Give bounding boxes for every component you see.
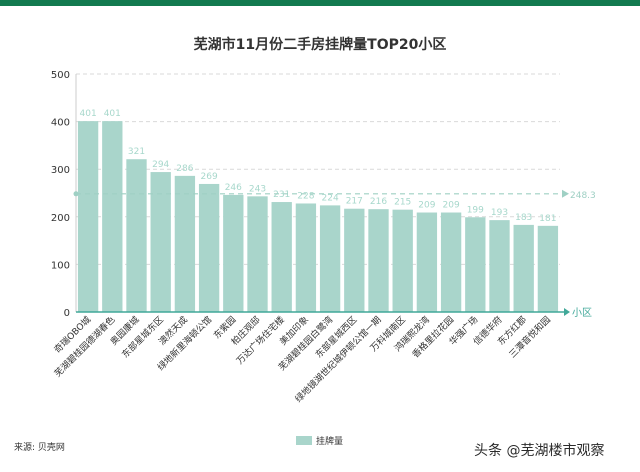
average-start-marker bbox=[73, 191, 79, 197]
legend[interactable]: 挂牌量 bbox=[296, 434, 343, 447]
bar bbox=[489, 220, 510, 312]
average-line: 248.3 bbox=[73, 189, 596, 201]
data-label: 217 bbox=[346, 197, 363, 207]
data-label: 321 bbox=[128, 147, 145, 157]
bar bbox=[440, 212, 462, 312]
bar bbox=[513, 224, 534, 312]
data-label: 209 bbox=[418, 201, 435, 211]
grid-lines bbox=[76, 73, 560, 265]
data-label: 181 bbox=[539, 214, 556, 224]
data-label: 294 bbox=[152, 160, 169, 170]
y-tick-label: 200 bbox=[51, 213, 70, 224]
x-axis: 小区奇瑞OBO城芜湖碧桂园德湖春色奥园康城东部星城东区澳然天成绿地新里海顿公馆东… bbox=[51, 307, 592, 405]
data-label: 193 bbox=[491, 208, 508, 218]
y-axis: 0 100 200 300 400 500 bbox=[51, 70, 77, 319]
bar bbox=[392, 209, 413, 312]
average-arrow bbox=[562, 189, 569, 198]
y-tick-label: 100 bbox=[51, 260, 70, 271]
watermark: 头条 @芜湖楼市观察 bbox=[474, 443, 605, 459]
legend-label: 挂牌量 bbox=[316, 437, 344, 447]
data-label: 269 bbox=[201, 172, 218, 182]
data-label: 286 bbox=[176, 164, 193, 174]
data-label: 246 bbox=[225, 183, 242, 193]
bar bbox=[344, 208, 365, 312]
average-label: 248.3 bbox=[570, 191, 596, 201]
chart-title: 芜湖市11月份二手房挂牌量TOP20小区 bbox=[193, 37, 447, 53]
y-tick-label: 500 bbox=[51, 70, 70, 81]
bar bbox=[102, 121, 123, 313]
y-tick-label: 300 bbox=[51, 165, 70, 176]
bar bbox=[198, 183, 220, 312]
bar bbox=[174, 175, 196, 312]
data-label: 401 bbox=[104, 109, 121, 119]
top-accent-bar bbox=[0, 0, 640, 6]
legend-swatch bbox=[296, 436, 312, 445]
bar bbox=[416, 212, 438, 312]
data-label: 228 bbox=[297, 191, 314, 201]
x-axis-arrow bbox=[564, 308, 570, 316]
data-label: 224 bbox=[322, 193, 339, 203]
x-axis-label: 小区 bbox=[572, 307, 592, 319]
data-label: 183 bbox=[515, 213, 532, 223]
data-label: 215 bbox=[394, 198, 411, 208]
bar bbox=[223, 194, 244, 312]
bar bbox=[537, 225, 559, 312]
data-label: 216 bbox=[370, 197, 387, 207]
data-label: 199 bbox=[467, 205, 484, 215]
bar bbox=[271, 202, 292, 312]
bar bbox=[126, 159, 147, 312]
bar bbox=[77, 121, 99, 313]
bar bbox=[295, 203, 317, 312]
data-label: 401 bbox=[80, 109, 97, 119]
bars: 401 401 321 294 286 269 246 243 231 228 224 217 216 2… bbox=[77, 109, 559, 313]
x-tick-label: 绿地镜湖世纪城伊顿公馆一期 bbox=[292, 314, 383, 405]
bar bbox=[247, 196, 268, 312]
data-label: 209 bbox=[443, 201, 460, 211]
bar bbox=[368, 209, 389, 312]
data-label: 231 bbox=[273, 190, 290, 200]
bar bbox=[319, 205, 341, 312]
y-tick-label: 400 bbox=[51, 118, 70, 129]
source-note: 来源: 贝壳网 bbox=[14, 443, 65, 453]
y-tick-label: 0 bbox=[64, 308, 70, 319]
data-label: 243 bbox=[249, 184, 266, 194]
bar bbox=[150, 172, 171, 312]
bar bbox=[465, 217, 486, 312]
